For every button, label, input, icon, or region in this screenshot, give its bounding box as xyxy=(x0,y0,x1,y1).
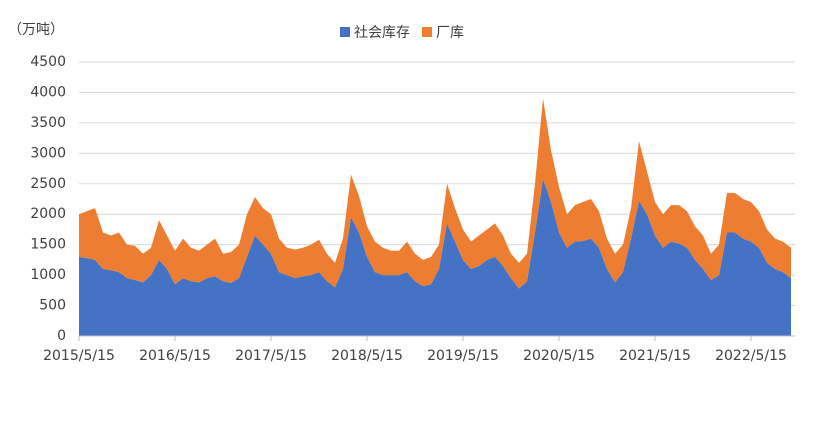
x-tick-label: 2016/5/15 xyxy=(139,348,211,364)
area xyxy=(79,178,791,336)
y-tick-label: 3000 xyxy=(30,145,66,161)
x-tick-label: 2017/5/15 xyxy=(235,348,307,364)
y-tick-label: 1000 xyxy=(30,267,66,283)
legend-swatch xyxy=(340,27,350,37)
y-tick-label: 3500 xyxy=(30,115,66,131)
y-tick-label: 4500 xyxy=(30,54,66,70)
y-tick-label: 0 xyxy=(57,328,66,344)
y-tick-label: 500 xyxy=(39,298,66,314)
area xyxy=(79,98,791,289)
y-tick-label: 4000 xyxy=(30,84,66,100)
y-tick-label: 2000 xyxy=(30,206,66,222)
x-tick-label: 2019/5/15 xyxy=(427,348,499,364)
legend-swatch xyxy=(422,27,432,37)
x-tick-label: 2022/5/15 xyxy=(715,348,787,364)
legend-label: 厂库 xyxy=(436,25,464,41)
x-tick-label: 2015/5/15 xyxy=(43,348,115,364)
y-tick-label: 2500 xyxy=(30,176,66,192)
legend-label: 社会库存 xyxy=(354,25,410,41)
x-tick-label: 2021/5/15 xyxy=(619,348,691,364)
x-tick-label: 2018/5/15 xyxy=(331,348,403,364)
x-tick-label: 2020/5/15 xyxy=(523,348,595,364)
y-axis-label: （万吨） xyxy=(8,22,64,38)
y-tick-label: 1500 xyxy=(30,237,66,253)
